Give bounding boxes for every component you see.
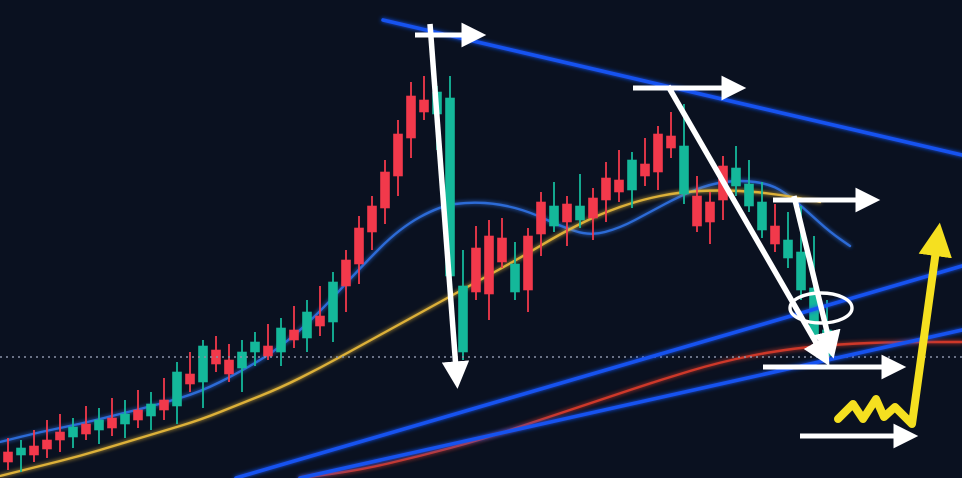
- candle: [666, 112, 676, 158]
- drop-arrow-3[interactable]: final leg down: [791, 195, 841, 359]
- candle: [484, 220, 494, 320]
- projected-zigzag-rally[interactable]: expected accumulation then rally: [834, 222, 952, 428]
- candle-series: [3, 76, 832, 472]
- candle: [627, 152, 637, 208]
- candle: [68, 418, 78, 448]
- ascending-lower-trendline: [298, 328, 962, 478]
- candle: [601, 162, 611, 222]
- candle: [133, 390, 143, 428]
- candle: [510, 242, 520, 300]
- breakdown-ellipse[interactable]: support retest / breakdown zone: [788, 291, 854, 325]
- candle: [731, 146, 741, 196]
- candle: [198, 340, 208, 408]
- candle: [328, 272, 338, 342]
- candle: [120, 400, 130, 438]
- candle: [42, 420, 52, 458]
- candle: [562, 196, 572, 246]
- candle: [458, 250, 468, 360]
- candle: [536, 192, 546, 256]
- candle: [640, 138, 650, 186]
- horizontal-level-group: [0, 356, 962, 387]
- candle: [29, 430, 39, 462]
- candle: [16, 440, 26, 472]
- candle: [575, 174, 585, 228]
- candle: [692, 176, 702, 232]
- candle: [770, 204, 780, 252]
- candle: [289, 306, 299, 348]
- candle: [172, 362, 182, 424]
- drop-arrow-1[interactable]: first major sell-off: [427, 23, 470, 389]
- candle: [55, 414, 65, 452]
- candle: [393, 120, 403, 196]
- candle: [614, 150, 624, 202]
- candle: [315, 286, 325, 336]
- candle: [471, 226, 481, 300]
- candle: [81, 406, 91, 440]
- candle: [406, 82, 416, 158]
- candle: [497, 218, 507, 268]
- candle: [744, 160, 754, 212]
- candle: [419, 76, 429, 120]
- candle: [653, 126, 663, 190]
- candle: [224, 344, 234, 382]
- candle: [549, 182, 559, 232]
- candle: [354, 216, 364, 284]
- ascending-support-trendline: [234, 264, 962, 478]
- candle: [146, 392, 156, 430]
- candle: [679, 104, 689, 204]
- candle: [757, 182, 767, 238]
- candle: [341, 250, 351, 312]
- candle: [94, 408, 104, 444]
- candle: [367, 196, 377, 250]
- candle: [107, 398, 117, 436]
- candle: [250, 332, 260, 366]
- candle: [302, 300, 312, 352]
- candle: [380, 160, 390, 224]
- candle: [783, 212, 793, 268]
- candle: [588, 188, 598, 240]
- candle: [276, 318, 286, 366]
- candle: [3, 438, 13, 470]
- annotation-group[interactable]: first major sell-off second major sell-of…: [415, 22, 952, 449]
- candle: [263, 324, 273, 360]
- candle: [705, 192, 715, 244]
- candle: [523, 228, 533, 312]
- drop-arrow-2[interactable]: second major sell-off: [665, 84, 830, 366]
